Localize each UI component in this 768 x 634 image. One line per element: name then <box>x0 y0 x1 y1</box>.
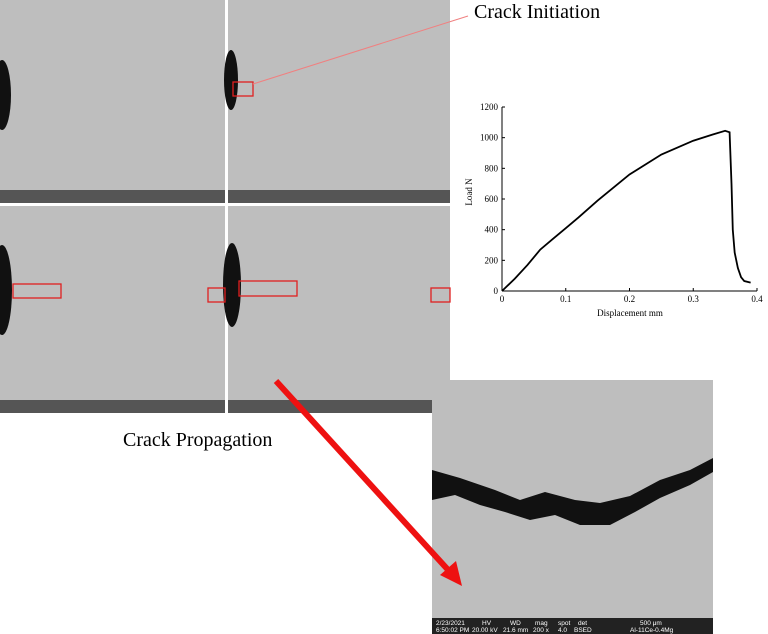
info-value: 21.6 mm <box>503 627 528 634</box>
info-value: Al-11Ce-0.4Mg <box>630 627 674 634</box>
y-tick-label: 200 <box>485 255 499 265</box>
sem-panel <box>228 206 450 413</box>
sem-grid <box>0 0 468 413</box>
void <box>223 243 241 327</box>
y-tick-label: 1200 <box>480 102 499 112</box>
info-label: HV <box>482 620 492 627</box>
info-value: BSED <box>574 627 592 634</box>
info-value: 6:50:02 PM <box>436 627 469 634</box>
info-bar <box>228 400 450 413</box>
void <box>224 50 238 110</box>
info-label: mag <box>535 620 548 627</box>
sem-detail: 2/23/2021 HV WD mag spot det 500 μm 6:50… <box>432 380 713 634</box>
x-tick-label: 0.4 <box>751 294 763 304</box>
annotation: Crack Initiation <box>474 1 600 23</box>
y-tick-label: 600 <box>485 194 499 204</box>
info-label: WD <box>510 620 521 627</box>
y-tick-label: 1000 <box>480 133 499 143</box>
info-label: 500 μm <box>640 620 662 627</box>
y-tick-label: 400 <box>485 225 499 235</box>
figure: Crack Initiation Crack Propagation 2/23/… <box>0 0 768 634</box>
info-value: 4.0 <box>558 627 567 634</box>
x-tick-label: 0.1 <box>560 294 571 304</box>
info-label: spot <box>558 620 570 627</box>
info-value: 20.00 kV <box>472 627 498 634</box>
info-label: det <box>578 620 587 627</box>
info-label: 2/23/2021 <box>436 620 465 627</box>
x-axis-label: Displacement mm <box>597 308 663 318</box>
annotation: Crack Propagation <box>123 429 272 451</box>
y-axis-label: Load N <box>464 178 474 206</box>
chart: Load N Displacement mm 0 200 400 600 800 1000… <box>464 102 763 318</box>
sem-panel <box>0 0 225 203</box>
x-tick-label: 0 <box>500 294 505 304</box>
info-bar <box>228 190 450 203</box>
info-bar <box>0 190 225 203</box>
y-tick-label: 800 <box>485 163 499 173</box>
sem-panel <box>0 206 225 413</box>
sem-panel <box>228 0 450 203</box>
info-value: 200 x <box>533 627 550 634</box>
info-bar <box>0 400 225 413</box>
x-tick-label: 0.2 <box>624 294 635 304</box>
x-tick-label: 0.3 <box>688 294 700 304</box>
y-tick-label: 0 <box>494 286 499 296</box>
data-line <box>502 131 751 291</box>
